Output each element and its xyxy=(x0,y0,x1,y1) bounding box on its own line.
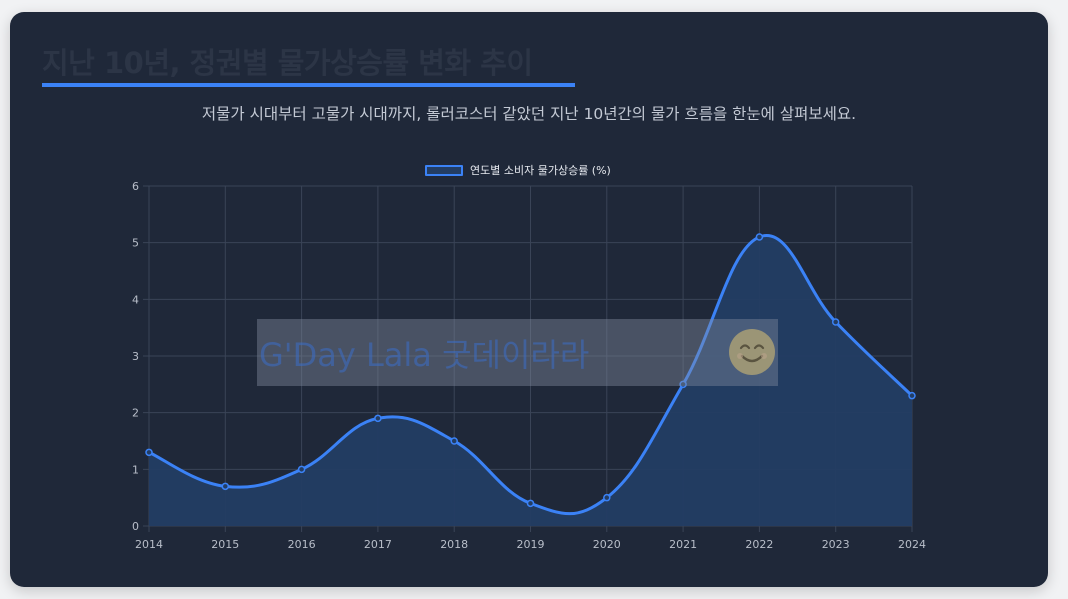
y-tick-label: 2 xyxy=(132,407,139,420)
area-fill xyxy=(149,235,912,526)
legend-swatch xyxy=(425,164,463,176)
y-tick-label: 4 xyxy=(132,293,139,306)
x-tick-label: 2018 xyxy=(440,538,468,551)
chart-card: 지난 10년, 정권별 물가상승률 변화 추이 저물가 시대부터 고물가 시대까… xyxy=(10,12,1048,587)
page-subtitle: 저물가 시대부터 고물가 시대까지, 롤러코스터 같았던 지난 10년간의 물가… xyxy=(201,105,857,123)
legend-label: 연도별 소비자 물가상승률 (%) xyxy=(470,164,611,177)
y-tick-label: 1 xyxy=(132,463,139,476)
data-point xyxy=(145,448,153,457)
data-point xyxy=(374,414,382,423)
data-point xyxy=(526,499,535,508)
smile-icon xyxy=(729,329,775,375)
data-point xyxy=(297,465,306,474)
x-tick-label: 2014 xyxy=(135,538,163,551)
data-point xyxy=(679,380,687,389)
x-tick-label: 2021 xyxy=(669,538,697,551)
y-tick-label: 5 xyxy=(132,237,139,250)
chart-legend[interactable]: 연도별 소비자 물가상승률 (%) xyxy=(425,162,611,178)
title-underline xyxy=(42,83,575,87)
data-point xyxy=(831,318,840,326)
x-tick-label: 2016 xyxy=(288,538,316,551)
x-tick-label: 2017 xyxy=(364,538,392,551)
x-tick-label: 2022 xyxy=(745,538,773,551)
y-tick-label: 3 xyxy=(132,350,139,363)
line-chart: 0 1 2 3 4 5 6 2014 2015 2016 2017 2018 2019 2020 2021 2… xyxy=(132,180,926,551)
y-tick-label: 6 xyxy=(132,180,139,193)
y-tick-label: 0 xyxy=(132,520,139,533)
data-point xyxy=(908,391,916,400)
watermark-text: G'Day Lala 굿데이라라 xyxy=(259,335,590,374)
x-tick-label: 2019 xyxy=(517,538,545,551)
data-point xyxy=(450,437,458,445)
data-point xyxy=(755,233,764,241)
x-tick-label: 2015 xyxy=(211,538,239,551)
x-tick-label: 2020 xyxy=(593,538,621,551)
watermark-banner: G'Day Lala 굿데이라라 xyxy=(257,319,778,386)
data-point xyxy=(221,482,230,491)
data-point xyxy=(603,493,611,502)
x-tick-label: 2024 xyxy=(898,538,926,551)
page-title: 지난 10년, 정권별 물가상승률 변화 추이 xyxy=(42,46,533,80)
x-tick-label: 2023 xyxy=(822,538,850,551)
